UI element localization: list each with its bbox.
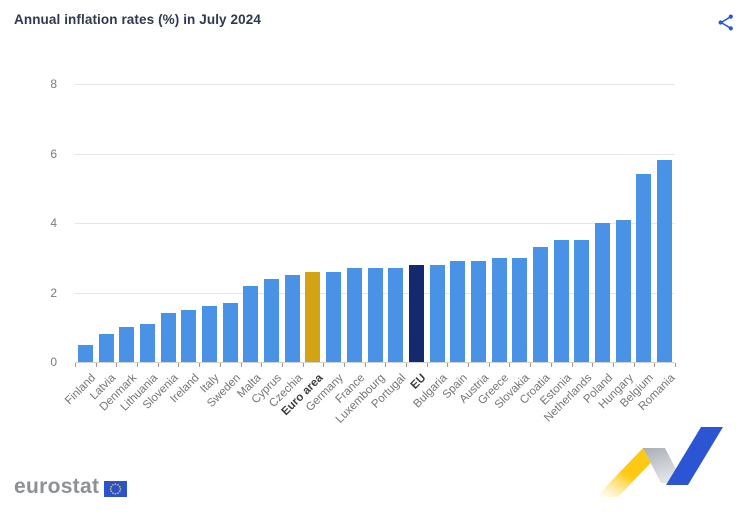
x-axis-line — [75, 362, 675, 363]
bar-croatia[interactable] — [533, 247, 549, 362]
bar-finland[interactable] — [77, 344, 93, 362]
bar-france[interactable] — [346, 268, 362, 362]
x-axis-tick — [612, 363, 614, 367]
bar-belgium[interactable] — [636, 174, 652, 362]
x-axis-tick — [530, 363, 532, 367]
eurostat-logo-text: eurostat — [14, 475, 100, 498]
y-axis-tick-label: 6 — [50, 146, 57, 161]
bar-austria[interactable] — [470, 261, 486, 362]
bar-euro-area[interactable] — [305, 271, 321, 362]
bar-italy[interactable] — [201, 306, 217, 362]
x-axis-tick — [323, 363, 325, 367]
x-axis-tick — [468, 363, 470, 367]
gridline — [75, 153, 675, 155]
x-axis-tick — [406, 363, 408, 367]
bar-slovenia[interactable] — [160, 313, 176, 362]
x-axis-tick — [302, 363, 304, 367]
x-axis-tick — [281, 363, 283, 367]
bar-eu[interactable] — [408, 264, 424, 362]
trend-zigzag-graphic — [596, 427, 723, 497]
x-axis-tick — [426, 363, 428, 367]
x-axis-tick — [116, 363, 118, 367]
x-axis-tick — [675, 363, 676, 367]
gridline — [75, 223, 675, 224]
eurostat-logo: eurostat — [14, 475, 128, 498]
bar-netherlands[interactable] — [574, 240, 590, 362]
x-axis-tick — [137, 363, 139, 367]
x-axis-tick — [178, 363, 180, 367]
bar-greece[interactable] — [491, 257, 507, 362]
x-axis-tick — [219, 363, 221, 367]
y-axis-tick-label: 0 — [50, 355, 57, 369]
x-axis-tick — [633, 363, 635, 367]
bar-bulgaria[interactable] — [429, 264, 445, 362]
bar-lithuania[interactable] — [139, 323, 155, 362]
x-axis-tick — [509, 363, 511, 367]
bar-latvia[interactable] — [98, 334, 114, 362]
x-axis-tick — [364, 363, 366, 367]
bar-denmark[interactable] — [119, 327, 135, 362]
x-axis-tick — [654, 363, 656, 367]
y-axis-tick-label: 2 — [50, 285, 57, 300]
bar-sweden[interactable] — [222, 302, 238, 362]
x-axis-tick — [199, 363, 201, 367]
x-axis-tick — [571, 363, 573, 367]
gridline — [75, 84, 675, 85]
x-axis-tick — [240, 363, 242, 367]
x-axis-tick — [75, 363, 76, 367]
x-axis-tick — [488, 363, 490, 367]
bar-cyprus[interactable] — [264, 278, 280, 362]
bar-portugal[interactable] — [388, 268, 404, 362]
bar-romania[interactable] — [657, 160, 673, 362]
share-icon-glyph — [718, 14, 733, 31]
bar-poland[interactable] — [595, 223, 611, 362]
x-axis-tick — [343, 363, 345, 367]
bar-estonia[interactable] — [553, 240, 569, 362]
bar-malta[interactable] — [243, 285, 259, 362]
eu-flag-icon — [104, 480, 128, 497]
y-axis-tick-label: 4 — [50, 216, 57, 230]
bar-slovakia[interactable] — [512, 257, 528, 362]
x-axis-tick — [385, 363, 387, 367]
bar-czechia[interactable] — [284, 275, 300, 362]
x-axis-tick — [261, 363, 263, 367]
bar-luxembourg[interactable] — [367, 268, 383, 362]
page-title: Annual inflation rates (%) in July 2024 — [14, 12, 261, 27]
x-axis-tick — [592, 363, 594, 367]
bar-spain[interactable] — [450, 261, 466, 362]
y-axis-tick-label: 8 — [50, 77, 57, 91]
x-axis-tick — [447, 363, 449, 367]
x-axis-tick — [95, 363, 97, 367]
bar-hungary[interactable] — [615, 219, 631, 362]
bar-germany[interactable] — [326, 271, 342, 362]
bar-ireland[interactable] — [181, 309, 197, 362]
share-icon[interactable] — [715, 13, 737, 35]
x-axis-tick — [157, 363, 159, 367]
x-axis-tick — [550, 363, 552, 367]
